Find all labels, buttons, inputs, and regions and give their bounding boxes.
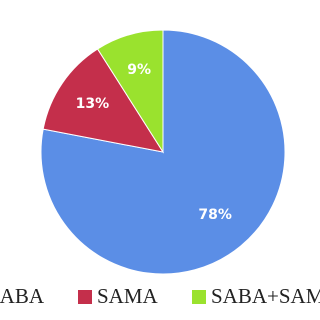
legend-label: SABA+SAMA: [211, 284, 320, 308]
legend-label: SAMA: [97, 284, 159, 308]
legend-label: SABA: [0, 284, 45, 308]
slice-label: 13%: [76, 96, 110, 112]
slice-label: 78%: [198, 207, 232, 223]
slice-label: 9%: [127, 62, 151, 78]
legend-swatch: [78, 290, 92, 304]
pie-slice: [96, 29, 164, 154]
legend-swatch: [192, 290, 206, 304]
pie-slice: [42, 48, 165, 153]
